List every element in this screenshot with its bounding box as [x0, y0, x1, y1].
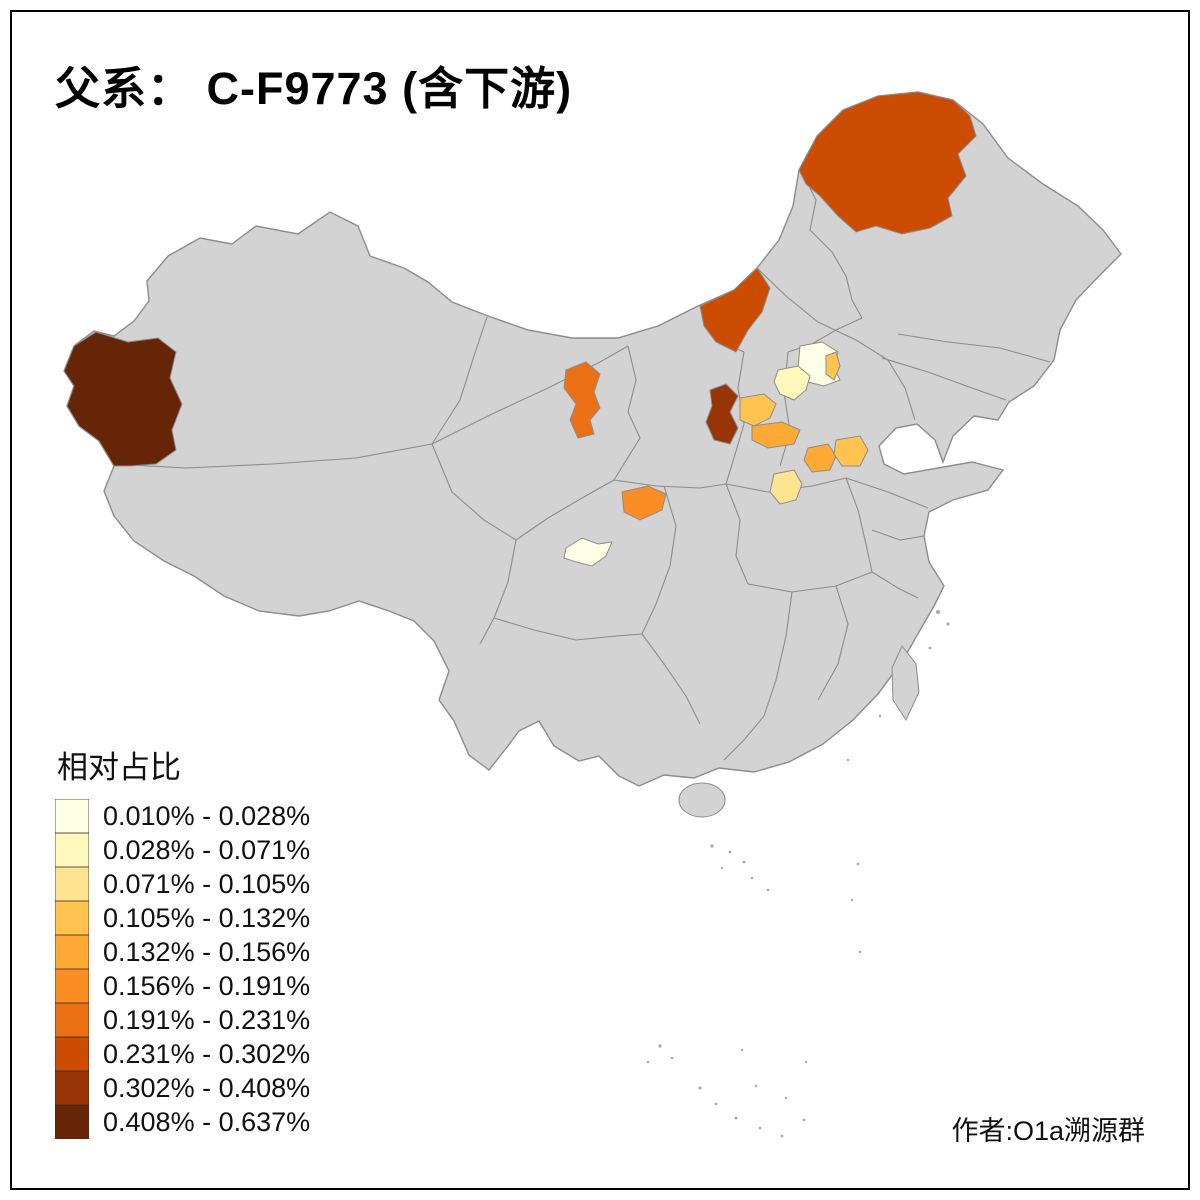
- legend-label: 0.028% - 0.071%: [103, 834, 311, 865]
- hainan-island: [678, 782, 726, 818]
- legend-swatch: [55, 833, 89, 867]
- legend-item: 0.010% - 0.028%: [55, 799, 310, 833]
- region-gansu-hexi-corridor: [563, 361, 601, 439]
- legend-swatch: [55, 867, 89, 901]
- legend-title: 相对占比: [57, 750, 181, 785]
- region-west-shandong-south: [803, 443, 837, 473]
- legend-label: 0.132% - 0.156%: [103, 936, 311, 967]
- legend-label: 0.191% - 0.231%: [103, 1004, 311, 1035]
- region-south-shaanxi: [621, 485, 667, 521]
- legend-item: 0.071% - 0.105%: [55, 867, 310, 901]
- region-central-shanxi: [705, 383, 739, 445]
- legend-swatch: [55, 1037, 89, 1071]
- legend-item: 0.156% - 0.191%: [55, 969, 310, 1003]
- region-east-of-central-shanxi: [739, 393, 777, 427]
- islands: [646, 610, 950, 1138]
- shaded-regions: [63, 91, 977, 567]
- plot-title: 父系： C-F9773 (含下游): [55, 63, 573, 114]
- legend-item: 0.231% - 0.302%: [55, 1037, 310, 1071]
- legend-label: 0.302% - 0.408%: [103, 1072, 311, 1103]
- legend-swatch: [55, 1071, 89, 1105]
- legend-swatch: [55, 935, 89, 969]
- china-mainland: [63, 91, 1122, 787]
- legend-item: 0.028% - 0.071%: [55, 833, 310, 867]
- legend: 相对占比 0.010% - 0.028% 0.028% - 0.071% 0.0…: [55, 742, 310, 1139]
- region-beijing-east-sliver: [825, 351, 841, 381]
- author-credit: 作者:O1a溯源群: [951, 1116, 1145, 1146]
- legend-label: 0.231% - 0.302%: [103, 1038, 311, 1069]
- legend-label: 0.156% - 0.191%: [103, 970, 311, 1001]
- region-northeast-inner-mongolia: [798, 91, 977, 235]
- region-beijing-southwest: [773, 365, 811, 401]
- legend-swatch: [55, 969, 89, 1003]
- region-north-henan: [769, 469, 803, 505]
- legend-label: 0.105% - 0.132%: [103, 902, 311, 933]
- legend-item: 0.132% - 0.156%: [55, 935, 310, 969]
- region-west-shandong-north: [833, 435, 869, 467]
- legend-label: 0.408% - 0.637%: [103, 1106, 311, 1137]
- legend-swatch: [55, 901, 89, 935]
- region-southwest-xinjiang: [63, 331, 183, 467]
- legend-label: 0.010% - 0.028%: [103, 800, 311, 831]
- legend-label: 0.071% - 0.105%: [103, 868, 311, 899]
- legend-item: 0.302% - 0.408%: [55, 1071, 310, 1105]
- region-chengdu-plain: [563, 537, 613, 567]
- legend-swatch: [55, 1003, 89, 1037]
- legend-item: 0.408% - 0.637%: [55, 1105, 310, 1139]
- south-china-sea-islets: [646, 610, 950, 1138]
- plot-frame: [10, 10, 1190, 1190]
- taiwan-island: [891, 645, 920, 722]
- region-central-inner-mongolia: [699, 267, 771, 353]
- legend-swatch: [55, 799, 89, 833]
- legend-item: 0.191% - 0.231%: [55, 1003, 310, 1037]
- region-southeast-shanxi-strip: [751, 421, 801, 449]
- legend-item: 0.105% - 0.132%: [55, 901, 310, 935]
- legend-swatch: [55, 1105, 89, 1139]
